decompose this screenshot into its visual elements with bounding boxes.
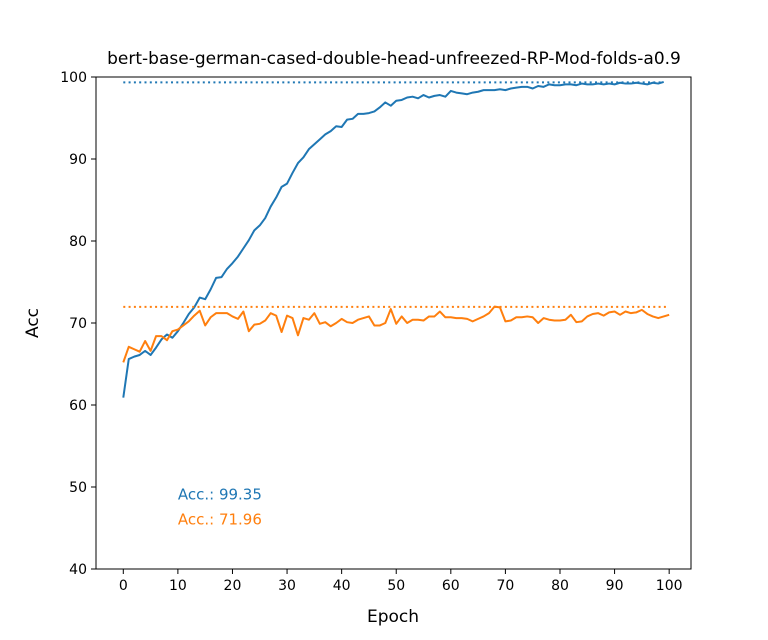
y-tick-label: 70 xyxy=(69,316,87,332)
y-tick-label: 60 xyxy=(69,398,87,414)
x-axis: 0 10 20 30 40 50 60 70 80 90 100 xyxy=(119,569,683,594)
y-axis: 40 50 60 70 80 90 100 xyxy=(60,70,96,578)
x-axis-label: Epoch xyxy=(367,607,419,627)
x-tick-label: 20 xyxy=(224,578,242,594)
x-tick-label: 30 xyxy=(278,578,296,594)
y-axis-label: Acc xyxy=(23,308,43,338)
y-tick-label: 80 xyxy=(69,234,87,250)
x-tick-label: 60 xyxy=(442,578,460,594)
x-tick-label: 40 xyxy=(333,578,351,594)
x-tick-label: 50 xyxy=(387,578,405,594)
series-2-line xyxy=(122,305,670,363)
y-tick-label: 90 xyxy=(69,152,87,168)
series-1-line xyxy=(122,80,664,398)
y-tick-label: 50 xyxy=(69,480,87,496)
best-acc-annotation: Acc.: 71.96 xyxy=(178,511,262,529)
x-tick-label: 80 xyxy=(551,578,569,594)
x-tick-label: 100 xyxy=(656,578,683,594)
chart-title: bert-base-german-cased-double-head-unfre… xyxy=(107,49,681,69)
x-tick-label: 70 xyxy=(496,578,514,594)
annotations: Acc.: 99.35 Acc.: 71.96 xyxy=(178,485,262,528)
x-tick-label: 0 xyxy=(119,578,128,594)
x-tick-label: 10 xyxy=(169,578,187,594)
y-tick-label: 40 xyxy=(69,562,87,578)
y-tick-label: 100 xyxy=(60,70,87,86)
best-acc-annotation: Acc.: 99.35 xyxy=(178,485,262,503)
plot-area xyxy=(122,80,670,398)
x-tick-label: 90 xyxy=(606,578,624,594)
